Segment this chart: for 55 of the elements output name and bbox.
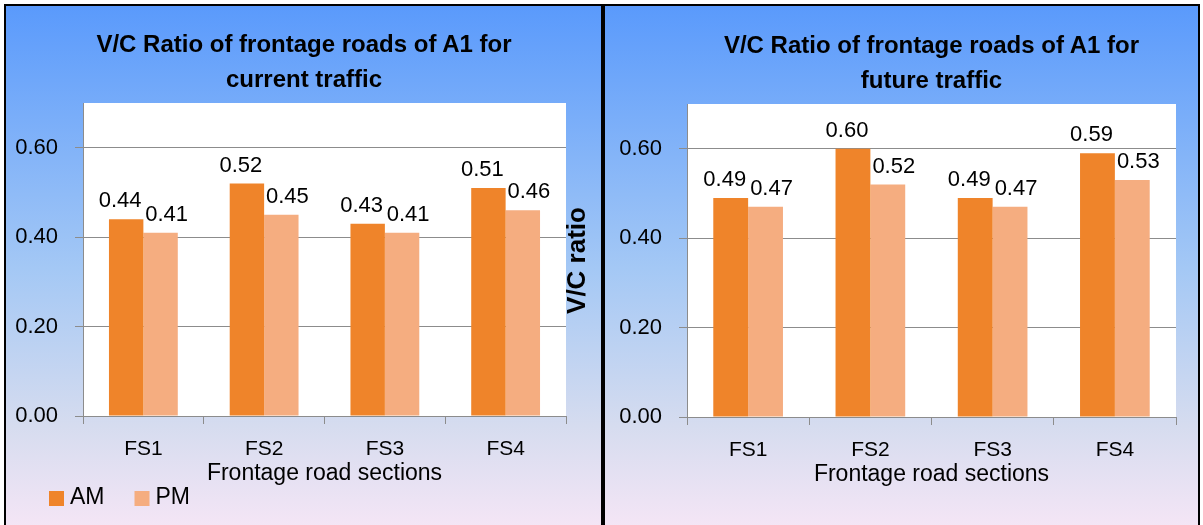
x-axis-title: Frontage road sections [813,459,1050,486]
x-tick-label: FS2 [851,437,890,461]
bar [1080,153,1115,417]
x-axis-title: Frontage road sections [206,458,443,485]
bar [957,197,993,417]
bar [870,184,906,417]
bar [229,183,265,416]
x-tick-label: FS3 [973,437,1012,461]
y-tick-label: 0.40 [619,224,662,250]
data-label: 0.47 [750,174,793,200]
y-tick-label: 0.00 [619,403,662,429]
y-tick-label: 0.60 [619,134,662,160]
legend-label: AM [70,483,105,510]
bar [505,210,541,416]
y-tick-label: 0.40 [15,223,58,249]
x-tick-label: FS4 [1095,437,1135,461]
chart-title: V/C Ratio of frontage roads of A1 for future traffic [723,30,1140,93]
x-tick-label: FS3 [365,436,405,460]
legend-label: PM [155,483,190,510]
x-tick-label: FS4 [486,436,526,460]
bar [384,232,420,416]
data-label: 0.60 [825,116,869,142]
y-axis-title: V/C ratio [560,207,591,314]
y-tick-label: 0.20 [619,313,662,339]
data-label: 0.41 [386,200,430,226]
bar [1114,180,1150,417]
y-tick-label: 0.20 [15,312,58,338]
data-label: 0.45 [265,182,309,208]
data-label: 0.49 [703,165,747,191]
data-label: 0.44 [98,187,142,213]
bar [264,214,299,416]
data-label: 0.52 [872,152,916,178]
data-label: 0.49 [947,165,991,191]
x-tick-label: FS1 [124,436,163,460]
data-label: 0.51 [461,156,504,182]
data-label: 0.47 [994,174,1038,200]
data-label: 0.41 [145,200,188,226]
bar [108,219,144,416]
bar [748,206,783,417]
x-tick-label: FS2 [244,436,284,460]
bar [350,223,385,416]
data-label: 0.53 [1116,148,1160,174]
bar [992,206,1028,417]
y-tick-label: 0.60 [15,133,58,159]
chart-title: V/C Ratio of frontage roads of A1 for current traffic [96,29,512,92]
bar [713,197,749,417]
data-label: 0.59 [1070,121,1113,147]
bar [471,187,506,416]
data-label: 0.52 [219,151,263,177]
x-tick-label: FS1 [728,437,768,461]
bar [143,232,178,416]
bar [835,148,871,417]
data-label: 0.43 [340,191,384,217]
y-tick-label: 0.00 [15,402,58,428]
data-label: 0.46 [507,178,551,204]
